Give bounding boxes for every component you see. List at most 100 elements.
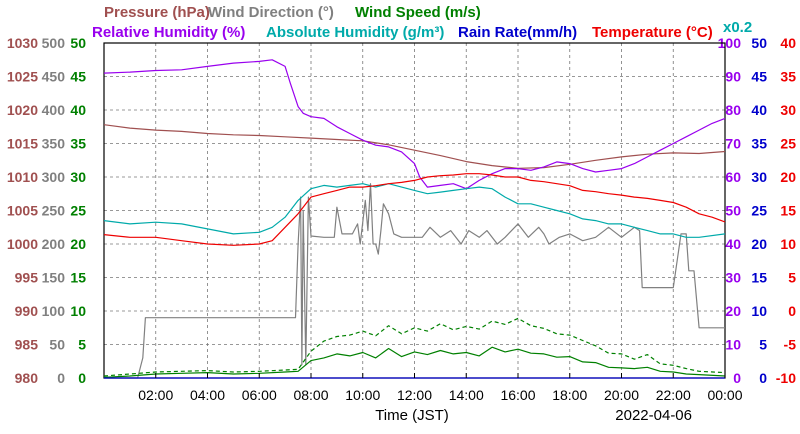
y-tick-label-temp: 10	[780, 236, 796, 252]
chart-grid	[103, 42, 726, 379]
y-tick-label-rel_hum: 60	[725, 169, 741, 185]
header-wind_speed: Wind Speed (m/s)	[355, 4, 481, 21]
series-wind-direction	[104, 183, 725, 379]
abs-humidity-scale-note: x0.2	[723, 19, 752, 36]
y-tick-label-pressure: 980	[15, 370, 39, 386]
y-tick-label-rain: 40	[751, 102, 767, 118]
series-absolute-humidity-g-m	[103, 183, 726, 238]
y-tick-label-wind_dir: 400	[42, 102, 66, 118]
header-rain: Rain Rate(mm/h)	[458, 24, 577, 41]
y-tick-label-temp: 40	[780, 35, 796, 51]
series-pressure-hpa	[103, 124, 726, 169]
y-tick-label-wind_dir: 300	[42, 169, 66, 185]
y-tick-label-rain: 0	[759, 370, 767, 386]
x-tick-label: 08:00	[293, 387, 328, 403]
y-tick-label-rel_hum: 10	[725, 337, 741, 353]
y-tick-label-rain: 20	[751, 236, 767, 252]
y-tick-label-temp: 0	[788, 303, 796, 319]
y-tick-label-wind_speed: 45	[70, 69, 86, 85]
header-abs_hum: Absolute Humidity (g/m³)	[266, 24, 444, 41]
y-tick-label-wind_speed: 25	[70, 203, 86, 219]
y-tick-label-wind_dir: 150	[42, 270, 66, 286]
y-tick-label-temp: -5	[784, 337, 797, 353]
y-tick-label-wind_dir: 200	[42, 236, 66, 252]
series-wind-gust-m-s	[103, 317, 726, 377]
y-tick-label-wind_speed: 40	[70, 102, 86, 118]
x-axis-label: Time (JST)	[375, 407, 449, 424]
y-tick-label-wind_speed: 30	[70, 169, 86, 185]
y-tick-label-rain: 5	[759, 337, 767, 353]
y-tick-label-temp: 15	[780, 203, 796, 219]
y-tick-label-wind_dir: 350	[42, 136, 66, 152]
y-tick-label-rain: 10	[751, 303, 767, 319]
y-tick-label-pressure: 1030	[7, 35, 38, 51]
y-tick-label-wind_speed: 10	[70, 303, 86, 319]
y-tick-label-pressure: 985	[15, 337, 39, 353]
header-rel_hum: Relative Humidity (%)	[92, 24, 245, 41]
y-tick-label-temp: 20	[780, 169, 796, 185]
series-temperature-c	[103, 173, 726, 246]
y-tick-label-wind_dir: 100	[42, 303, 66, 319]
y-tick-label-wind_speed: 35	[70, 136, 86, 152]
y-tick-label-rel_hum: 40	[725, 236, 741, 252]
y-tick-label-pressure: 1010	[7, 169, 38, 185]
y-tick-label-rain: 50	[751, 35, 767, 51]
y-tick-label-temp: 5	[788, 270, 796, 286]
y-tick-label-rel_hum: 50	[725, 203, 741, 219]
x-tick-label: 10:00	[345, 387, 380, 403]
y-tick-label-rain: 15	[751, 270, 767, 286]
y-tick-label-rel_hum: 20	[725, 303, 741, 319]
y-tick-label-temp: 30	[780, 102, 796, 118]
y-tick-label-pressure: 1015	[7, 136, 38, 152]
chart-axes: 9809859909951000100510101015102010251030…	[7, 35, 796, 386]
chart-date: 2022-04-06	[615, 407, 692, 424]
y-tick-label-wind_speed: 0	[78, 370, 86, 386]
y-tick-label-pressure: 990	[15, 303, 39, 319]
y-tick-label-rel_hum: 0	[733, 370, 741, 386]
x-tick-label: 14:00	[449, 387, 484, 403]
y-tick-label-rel_hum: 70	[725, 136, 741, 152]
y-tick-label-wind_dir: 500	[42, 35, 66, 51]
x-tick-label: 00:00	[707, 387, 742, 403]
y-tick-label-rel_hum: 80	[725, 102, 741, 118]
header-temp: Temperature (°C)	[592, 24, 713, 41]
y-tick-label-pressure: 995	[15, 270, 39, 286]
series-wind-speed-m-s	[103, 346, 726, 378]
y-tick-label-temp: 25	[780, 136, 796, 152]
y-tick-label-wind_dir: 50	[49, 337, 65, 353]
x-tick-label: 18:00	[552, 387, 587, 403]
y-tick-label-rel_hum: 90	[725, 69, 741, 85]
y-tick-label-rel_hum: 30	[725, 270, 741, 286]
series-relative-humidity	[103, 59, 726, 190]
chart-header: Pressure (hPa)Wind Direction (°) Wind Spe…	[92, 4, 752, 41]
y-tick-label-wind_speed: 20	[70, 236, 86, 252]
y-tick-label-temp: -10	[776, 370, 796, 386]
y-tick-label-wind_speed: 5	[78, 337, 86, 353]
x-tick-label: 20:00	[604, 387, 639, 403]
y-tick-label-temp: 35	[780, 69, 796, 85]
y-tick-label-wind_speed: 15	[70, 270, 86, 286]
y-tick-label-rain: 25	[751, 203, 767, 219]
x-tick-label: 02:00	[138, 387, 173, 403]
y-tick-label-pressure: 1020	[7, 102, 38, 118]
y-tick-label-rain: 45	[751, 69, 767, 85]
y-tick-label-rain: 30	[751, 169, 767, 185]
header-pressure: Pressure (hPa)	[104, 4, 210, 21]
header-wind_dir: Wind Direction (°)	[208, 4, 334, 21]
y-tick-label-wind_dir: 0	[57, 370, 65, 386]
x-tick-label: 16:00	[500, 387, 535, 403]
y-tick-label-pressure: 1005	[7, 203, 38, 219]
y-tick-label-pressure: 1025	[7, 69, 38, 85]
y-tick-label-wind_dir: 450	[42, 69, 66, 85]
y-tick-label-wind_dir: 250	[42, 203, 66, 219]
y-tick-label-wind_speed: 50	[70, 35, 86, 51]
y-tick-label-pressure: 1000	[7, 236, 38, 252]
x-tick-label: 06:00	[242, 387, 277, 403]
x-tick-label: 12:00	[397, 387, 432, 403]
x-tick-label: 04:00	[190, 387, 225, 403]
y-tick-label-rel_hum: 100	[718, 35, 742, 51]
x-axis: 02:00 04:00 06:00 08:00 10:00 12:00 14:00 16:00…	[138, 373, 743, 403]
x-tick-label: 22:00	[656, 387, 691, 403]
y-tick-label-rain: 35	[751, 136, 767, 152]
